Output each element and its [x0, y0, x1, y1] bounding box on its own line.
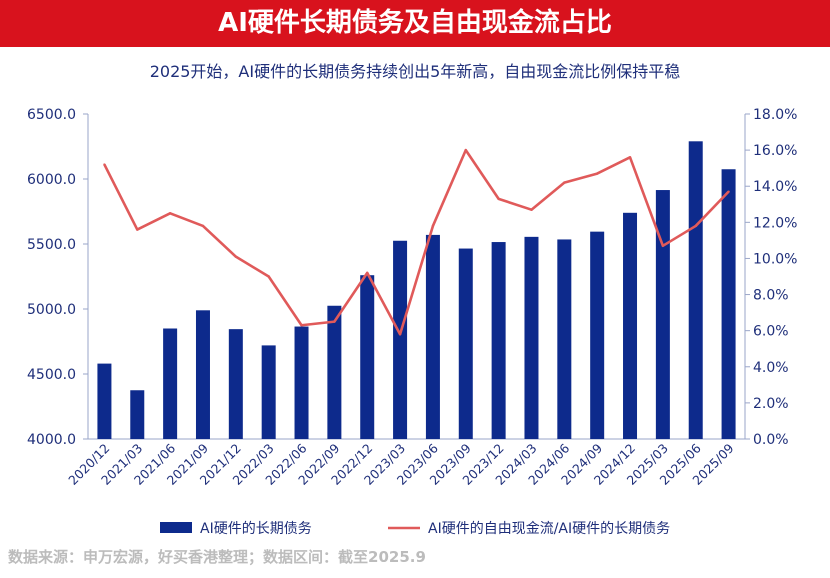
- legend: AI硬件的长期债务 AI硬件的自由现金流/AI硬件的长期债务: [160, 521, 670, 537]
- y-right-tick-label: 2.0%: [753, 396, 789, 412]
- bar: [130, 390, 145, 439]
- legend-label-line: AI硬件的自由现金流/AI硬件的长期债务: [428, 521, 670, 537]
- bar: [688, 141, 703, 440]
- bar-series: [97, 141, 736, 440]
- bar: [458, 248, 473, 439]
- y-left-tick-label: 4000.0: [27, 432, 76, 448]
- line-point: [333, 320, 336, 323]
- line-point: [366, 271, 369, 275]
- y-left-tick-label: 5000.0: [27, 302, 76, 318]
- chart-title-banner: AI硬件长期债务及自由现金流占比: [0, 0, 830, 47]
- chart-subtitle: 2025开始，AI硬件的长期债务持续创出5年新高，自由现金流比例保持平稳: [149, 62, 681, 81]
- chart-axes: 4000.0 4500.0 5000.0 5500.0 6000.0 6500.0 0.0%…: [27, 107, 797, 448]
- line-point: [431, 224, 435, 228]
- line-point: [464, 148, 467, 152]
- bar: [557, 239, 572, 439]
- line-point: [628, 156, 632, 159]
- line-point: [530, 208, 533, 211]
- bar: [393, 240, 408, 439]
- line-point: [103, 163, 106, 166]
- x-tick-labels: 2020/122021/032021/062021/092021/122022/…: [65, 440, 737, 487]
- bar: [294, 326, 309, 439]
- y-right-tick-label: 14.0%: [753, 179, 797, 195]
- bar: [524, 236, 539, 439]
- bar: [163, 328, 178, 439]
- bar: [623, 212, 638, 439]
- line-series: [103, 148, 730, 336]
- y-left-tick-label: 5500.0: [27, 237, 76, 253]
- bar: [721, 169, 736, 439]
- line-point: [300, 324, 303, 327]
- bar: [195, 310, 210, 439]
- bar: [655, 190, 670, 439]
- line-point: [234, 255, 238, 258]
- series-line: [103, 148, 730, 336]
- legend-label-bar: AI硬件的长期债务: [200, 521, 312, 537]
- data-source-note: 数据来源：申万宏源，好买香港整理；数据区间：截至2025.9: [8, 548, 426, 566]
- y-right-tick-label: 18.0%: [753, 107, 797, 123]
- line-point: [267, 275, 270, 278]
- line-point: [595, 172, 599, 175]
- bar: [360, 275, 375, 439]
- line-point: [661, 244, 665, 248]
- y-right-tick-label: 12.0%: [753, 215, 797, 231]
- line-point: [497, 197, 500, 201]
- bar: [228, 329, 243, 439]
- line-point: [398, 333, 402, 336]
- y-right-tick-label: 16.0%: [753, 143, 797, 159]
- bar: [97, 363, 112, 439]
- y-right-tick-label: 8.0%: [753, 288, 789, 304]
- line-point: [563, 181, 566, 184]
- legend-swatch-bar: [160, 522, 192, 533]
- bar: [491, 242, 506, 439]
- y-right-tick-label: 10.0%: [753, 251, 797, 267]
- bar: [425, 234, 440, 439]
- y-right-tick-label: 4.0%: [753, 360, 789, 376]
- bar: [261, 345, 276, 439]
- y-right-tick-label: 0.0%: [753, 432, 789, 448]
- bar: [590, 231, 605, 439]
- line-point: [727, 190, 730, 193]
- y-left-tick-label: 6500.0: [27, 107, 76, 123]
- y-left-tick-label: 6000.0: [27, 172, 76, 188]
- bar: [327, 305, 342, 439]
- y-left-tick-label: 4500.0: [27, 367, 76, 383]
- line-point: [201, 224, 205, 228]
- line-point: [136, 228, 139, 231]
- line-point: [168, 212, 172, 215]
- y-right-tick-label: 6.0%: [753, 324, 789, 340]
- line-point: [694, 224, 697, 228]
